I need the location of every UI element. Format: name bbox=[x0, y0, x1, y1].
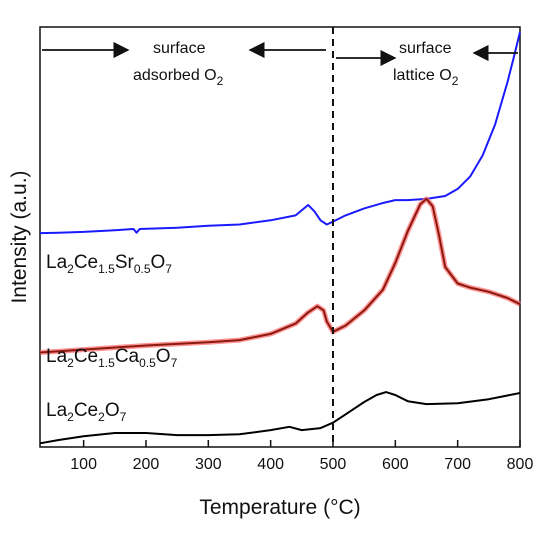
x-tick-label: 700 bbox=[444, 456, 471, 473]
x-tick-label: 500 bbox=[320, 456, 347, 473]
series-label-ca: La2Ce1.5Ca0.5O7 bbox=[46, 346, 178, 370]
annotation-left-top: surface bbox=[153, 40, 206, 57]
y-axis-title: Intensity (a.u.) bbox=[8, 170, 31, 303]
annotation-right-top: surface bbox=[399, 40, 452, 57]
series-label-plain: La2Ce2O7 bbox=[46, 400, 127, 424]
x-tick-label: 600 bbox=[382, 456, 409, 473]
plot-frame bbox=[39, 26, 521, 448]
annotation-left-bottom: adsorbed O2 bbox=[133, 67, 224, 88]
x-tick-label: 800 bbox=[507, 456, 534, 473]
x-tick-label: 300 bbox=[195, 456, 222, 473]
x-axis-ticks: 100 200 300 400 500 600 700 800 bbox=[70, 440, 533, 473]
series-line-0 bbox=[39, 31, 521, 235]
series-line-1 bbox=[39, 197, 521, 354]
x-tick-label: 100 bbox=[70, 456, 97, 473]
series-label-sr: La2Ce1.5Sr0.5O7 bbox=[46, 252, 172, 276]
x-axis-title: Temperature (°C) bbox=[199, 496, 360, 519]
series-line-2 bbox=[39, 391, 521, 445]
x-tick-label: 400 bbox=[257, 456, 284, 473]
annotation-right-bottom: lattice O2 bbox=[393, 67, 459, 88]
x-tick-label: 200 bbox=[133, 456, 160, 473]
series-lines bbox=[39, 31, 522, 445]
